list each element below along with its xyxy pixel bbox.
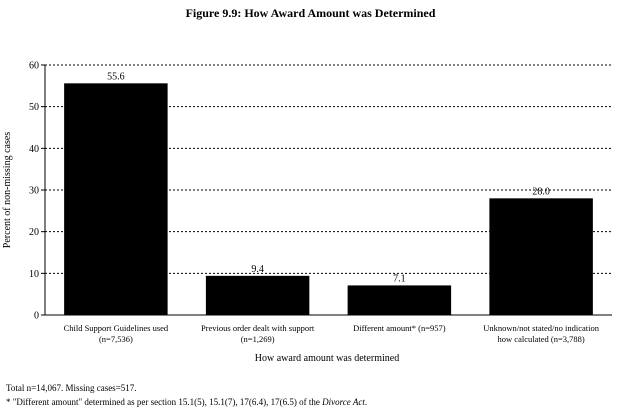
data-label: 55.6 [107, 71, 125, 82]
x-category-label: (n=1,269) [241, 334, 275, 344]
bar [347, 285, 452, 315]
y-tick-label: 30 [29, 186, 39, 197]
bar [489, 198, 593, 315]
chart-title: Figure 9.9: How Award Amount was Determi… [185, 6, 436, 20]
y-tick-label: 60 [29, 61, 39, 72]
x-category-label: Child Support Guidelines used [64, 323, 169, 333]
footnote-suffix: . [364, 397, 368, 407]
x-category-label: Previous order dealt with support [201, 323, 315, 333]
x-category-label: how calculated (n=3,788) [498, 334, 585, 344]
axes [41, 64, 612, 316]
y-tick-label: 50 [29, 102, 39, 113]
x-category-labels: Child Support Guidelines used(n=7,536) Pr… [64, 323, 600, 344]
y-tick-labels: 0 10 20 30 40 50 60 [29, 61, 39, 322]
divorce-act-text: Divorce Act [322, 397, 365, 407]
y-tick-label: 10 [29, 269, 39, 280]
y-tick-label: 0 [34, 311, 39, 322]
x-category-label: (n=7,536) [99, 334, 133, 344]
bar [64, 83, 168, 315]
x-category-label: Different amount* (n=957) [353, 323, 446, 333]
bar [205, 275, 310, 315]
footnote-different-amount: * "Different amount" determined as per s… [6, 397, 367, 407]
y-tick-label: 20 [29, 227, 39, 238]
data-labels: 55.6 9.4 7.1 28.0 [107, 71, 550, 284]
data-label: 28.0 [532, 186, 550, 197]
y-axis-label: Percent of non-missing cases [2, 132, 13, 248]
data-label: 7.1 [393, 273, 406, 284]
x-axis-label: How award amount was determined [255, 353, 399, 364]
footnote-total: Total n=14,067. Missing cases=517. [6, 383, 137, 393]
footnote-text: * "Different amount" determined as per s… [6, 397, 323, 407]
data-label: 9.4 [251, 264, 264, 275]
bars [64, 83, 593, 315]
y-tick-label: 40 [29, 144, 39, 155]
x-category-label: Unknown/not stated/no indication [483, 323, 599, 333]
